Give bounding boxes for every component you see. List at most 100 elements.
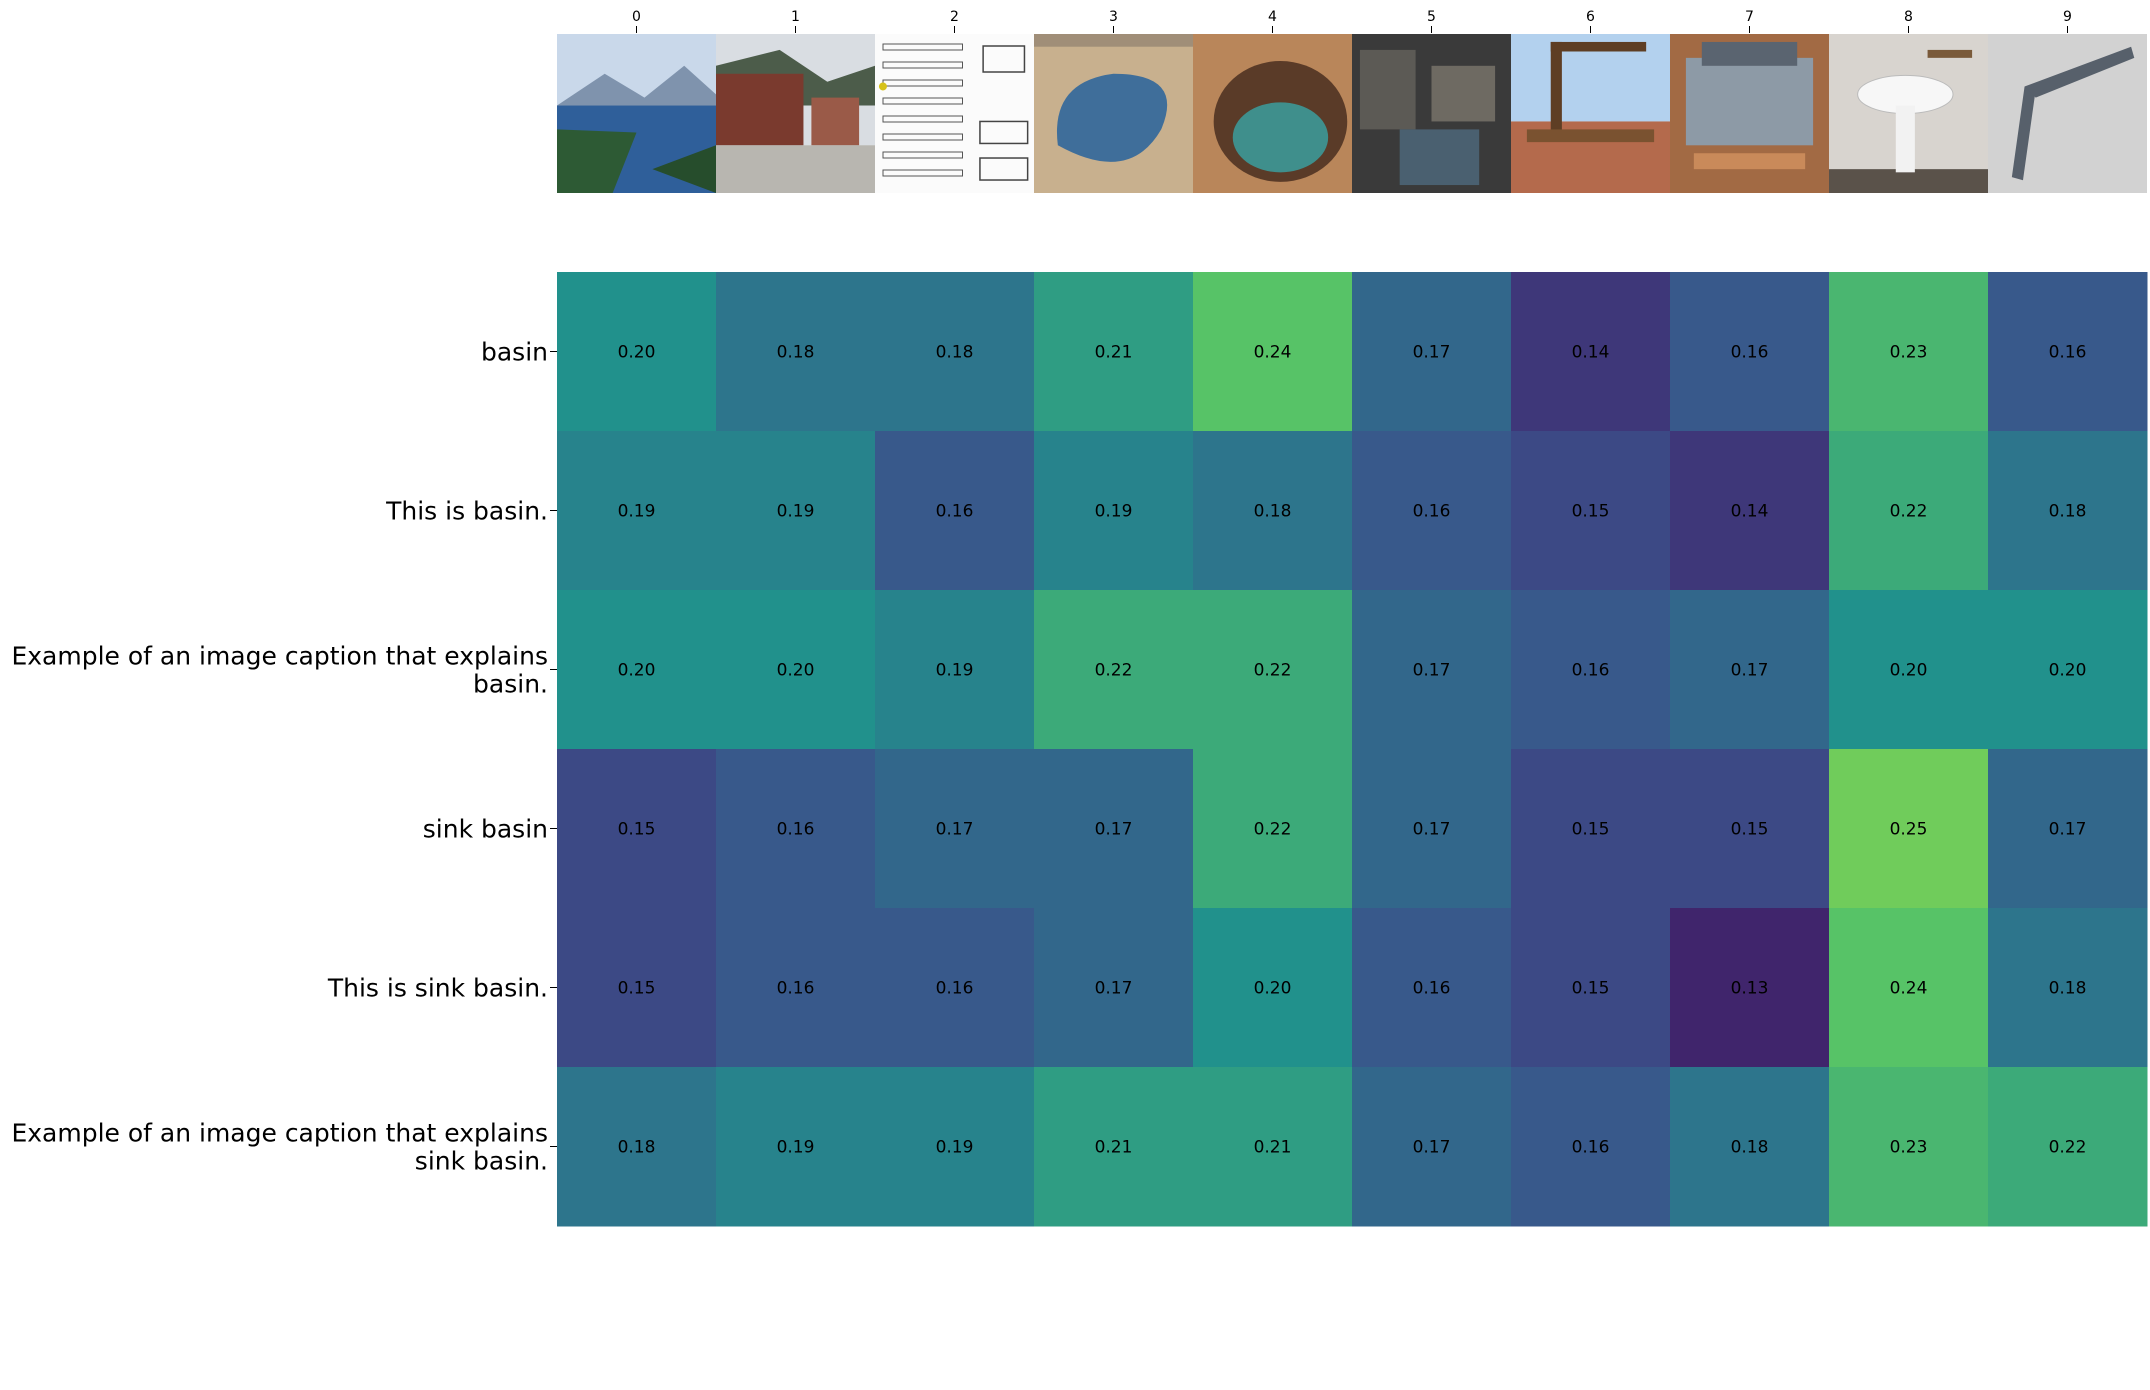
heatmap-cell — [1670, 590, 1830, 750]
y-tick-label: sink basin. — [415, 1147, 548, 1176]
heatmap-cell — [1352, 1067, 1512, 1227]
heatmap-cell — [1193, 590, 1353, 750]
heatmap-cell — [1988, 749, 2148, 909]
heatmap-cell — [1193, 908, 1353, 1068]
cell-value-label: 0.15 — [1572, 979, 1610, 999]
x-tick-label: 2 — [950, 9, 959, 25]
heatmap-cell — [1829, 272, 1989, 432]
cell-value-label: 0.25 — [1890, 820, 1928, 840]
pedestal-sink-photo-thumbnail-icon — [1829, 34, 1988, 193]
cell-value-label: 0.16 — [1572, 661, 1610, 681]
carpenter-square-photo-thumbnail-icon — [1988, 34, 2147, 193]
aerial-lake-photo-thumbnail-icon — [1034, 34, 1193, 193]
cell-value-label: 0.16 — [1413, 502, 1451, 522]
cell-value-label: 0.16 — [1731, 343, 1769, 363]
heatmap-cell — [875, 908, 1035, 1068]
heatmap-cell — [1034, 272, 1194, 432]
heatmap-cell — [1829, 908, 1989, 1068]
cell-value-label: 0.21 — [1254, 1138, 1292, 1158]
cell-value-label: 0.17 — [1095, 979, 1133, 999]
heatmap-cells: 0.20 0.18 0.18 0.21 0.24 0.17 0.14 0.16 0.23 0.16… — [557, 272, 2148, 1227]
heatmap-cell — [716, 908, 876, 1068]
heatmap-cell — [1511, 590, 1671, 750]
x-tick-label: 4 — [1268, 9, 1277, 25]
cell-value-label: 0.18 — [1731, 1138, 1769, 1158]
cell-value-label: 0.19 — [936, 661, 974, 681]
heatmap-cell — [1829, 1067, 1989, 1227]
heatmap-cell — [1829, 749, 1989, 909]
heatmap-cell — [1988, 272, 2148, 432]
cell-value-label: 0.22 — [1890, 502, 1928, 522]
town-street-photo-thumbnail-icon — [716, 34, 875, 193]
heatmap-cell — [875, 749, 1035, 909]
heatmap-cell — [557, 590, 717, 750]
cell-value-label: 0.15 — [618, 820, 656, 840]
heatmap-cell — [875, 431, 1035, 591]
heatmap-cell — [1670, 908, 1830, 1068]
cell-value-label: 0.16 — [936, 502, 974, 522]
cell-value-label: 0.23 — [1890, 343, 1928, 363]
technical-drawings-sheet-thumbnail-icon — [875, 34, 1034, 193]
cell-value-label: 0.16 — [1572, 1138, 1610, 1158]
heatmap-cell — [1511, 749, 1671, 909]
cell-value-label: 0.18 — [1254, 502, 1292, 522]
cell-value-label: 0.20 — [618, 661, 656, 681]
heatmap-cell — [1193, 272, 1353, 432]
heatmap-cell — [557, 1067, 717, 1227]
heatmap-cell — [1829, 590, 1989, 750]
cell-value-label: 0.14 — [1731, 502, 1769, 522]
cell-value-label: 0.16 — [2049, 343, 2087, 363]
heatmap-cell — [1193, 431, 1353, 591]
cell-value-label: 0.15 — [1572, 502, 1610, 522]
cell-value-label: 0.15 — [1572, 820, 1610, 840]
cell-value-label: 0.24 — [1890, 979, 1928, 999]
cell-value-label: 0.17 — [1413, 1138, 1451, 1158]
heatmap-cell — [875, 272, 1035, 432]
heatmap-cell — [1988, 908, 2148, 1068]
cell-value-label: 0.16 — [1413, 979, 1451, 999]
lake-mountains-photo-thumbnail-icon — [557, 34, 716, 193]
cell-value-label: 0.18 — [618, 1138, 656, 1158]
cell-value-label: 0.16 — [777, 979, 815, 999]
cell-value-label: 0.17 — [1413, 343, 1451, 363]
heatmap-cell — [1034, 431, 1194, 591]
heatmap-cell — [875, 1067, 1035, 1227]
cell-value-label: 0.22 — [1095, 661, 1133, 681]
cell-value-label: 0.17 — [1413, 820, 1451, 840]
heatmap-cell — [1034, 908, 1194, 1068]
x-tick-label: 7 — [1745, 9, 1754, 25]
cell-value-label: 0.20 — [1890, 661, 1928, 681]
heatmap-cell — [716, 431, 876, 591]
cell-value-label: 0.19 — [1095, 502, 1133, 522]
y-tick-label: Example of an image caption that explain… — [11, 1119, 548, 1148]
x-tick-label: 0 — [632, 9, 641, 25]
cell-value-label: 0.21 — [1095, 1138, 1133, 1158]
cell-value-label: 0.17 — [1413, 661, 1451, 681]
cell-value-label: 0.20 — [1254, 979, 1292, 999]
heatmap-cell — [1034, 590, 1194, 750]
cell-value-label: 0.19 — [777, 502, 815, 522]
heatmap-cell — [1352, 590, 1512, 750]
heatmap-cell — [875, 590, 1035, 750]
heatmap-cell — [1034, 1067, 1194, 1227]
cell-value-label: 0.16 — [777, 820, 815, 840]
heatmap-cell — [557, 908, 717, 1068]
cell-value-label: 0.22 — [1254, 820, 1292, 840]
y-tick-label: Example of an image caption that explain… — [11, 642, 548, 671]
engine-on-stand-photo-thumbnail-icon — [1670, 34, 1829, 193]
y-tick-label: This is sink basin. — [327, 974, 548, 1003]
heatmap-cell — [1670, 749, 1830, 909]
heatmap-cell — [716, 1067, 876, 1227]
y-tick-label: basin — [481, 338, 548, 367]
canyon-pool-photo-thumbnail-icon — [1193, 34, 1352, 193]
cell-value-label: 0.20 — [618, 343, 656, 363]
heatmap-cell — [1193, 1067, 1353, 1227]
heatmap-cell — [1352, 908, 1512, 1068]
cell-value-label: 0.22 — [2049, 1138, 2087, 1158]
x-tick-label: 1 — [791, 9, 800, 25]
cell-value-label: 0.15 — [1731, 820, 1769, 840]
cell-value-label: 0.13 — [1731, 979, 1769, 999]
x-axis-ticks: 0 1 2 3 4 5 6 7 8 9 — [632, 9, 2072, 33]
heatmap-cell — [1511, 908, 1671, 1068]
